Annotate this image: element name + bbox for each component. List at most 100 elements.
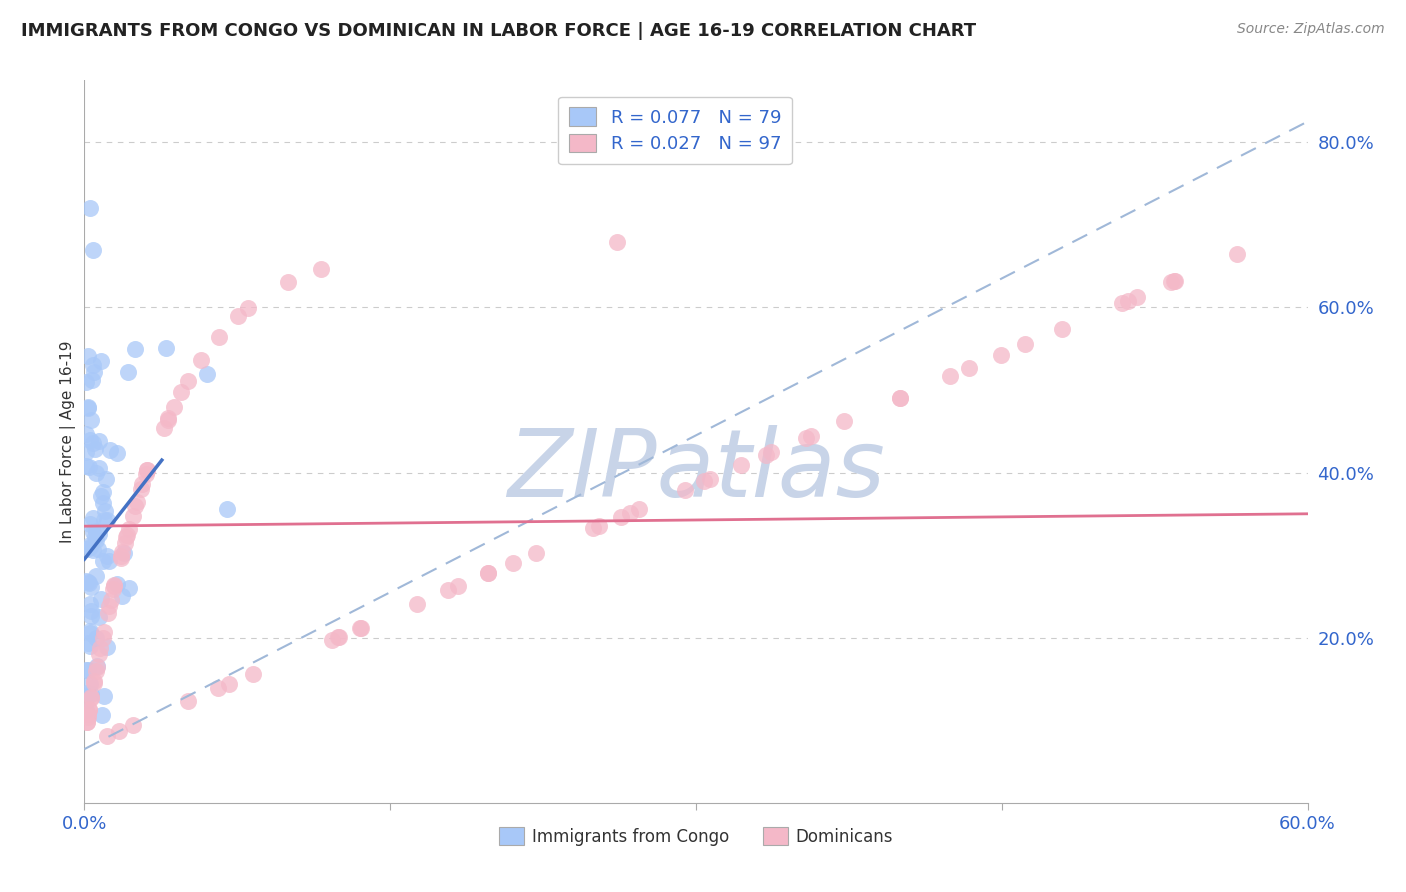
Point <box>350 621 373 635</box>
Point <box>699 472 721 486</box>
Point <box>87 527 110 541</box>
Point <box>121 718 143 732</box>
Point <box>86 541 108 556</box>
Point <box>957 361 980 376</box>
Point <box>800 428 823 442</box>
Point <box>80 690 103 705</box>
Point <box>477 566 499 581</box>
Point <box>84 466 107 480</box>
Point <box>80 605 103 619</box>
Text: Source: ZipAtlas.com: Source: ZipAtlas.com <box>1237 22 1385 37</box>
Point <box>110 549 132 564</box>
Point <box>163 400 186 414</box>
Point <box>77 459 100 474</box>
Point <box>121 508 143 523</box>
Point <box>588 519 610 533</box>
Point <box>89 641 111 656</box>
Point <box>129 483 152 497</box>
Point <box>110 550 132 565</box>
Point <box>75 663 97 677</box>
Point <box>1050 321 1073 335</box>
Point <box>79 609 101 624</box>
Point <box>112 546 135 560</box>
Point <box>990 348 1012 362</box>
Point <box>82 358 104 372</box>
Point <box>1226 247 1249 261</box>
Point <box>277 275 299 289</box>
Point <box>76 715 98 730</box>
Point <box>82 243 104 257</box>
Point <box>82 543 104 558</box>
Point <box>83 675 105 690</box>
Point <box>75 427 97 442</box>
Point <box>195 367 218 381</box>
Point <box>84 664 107 678</box>
Point <box>82 511 104 525</box>
Point <box>84 442 107 456</box>
Point <box>77 576 100 591</box>
Point <box>1163 274 1185 288</box>
Point <box>124 500 146 514</box>
Point <box>93 554 115 568</box>
Point <box>328 630 350 644</box>
Point <box>96 549 118 563</box>
Point <box>96 513 118 527</box>
Point <box>76 686 98 700</box>
Point <box>309 261 332 276</box>
Point <box>90 354 112 368</box>
Point <box>157 411 180 425</box>
Point <box>93 513 115 527</box>
Point <box>97 606 120 620</box>
Point <box>118 522 141 536</box>
Point <box>103 579 125 593</box>
Point <box>87 461 110 475</box>
Point <box>91 496 114 510</box>
Point <box>79 677 101 691</box>
Point <box>889 391 911 405</box>
Point <box>90 708 112 723</box>
Point <box>437 583 460 598</box>
Point <box>834 414 856 428</box>
Point <box>406 597 429 611</box>
Point <box>83 674 105 689</box>
Point <box>77 636 100 650</box>
Point <box>755 448 778 462</box>
Point <box>77 706 100 721</box>
Point <box>79 597 101 611</box>
Point <box>627 502 650 516</box>
Point <box>96 729 118 743</box>
Point <box>82 524 104 539</box>
Point <box>321 632 343 647</box>
Point <box>606 235 628 249</box>
Point <box>93 689 115 703</box>
Point <box>190 353 212 368</box>
Point <box>82 435 104 450</box>
Point <box>87 610 110 624</box>
Point <box>94 504 117 518</box>
Point <box>111 545 134 559</box>
Point <box>83 530 105 544</box>
Point <box>1014 337 1036 351</box>
Point <box>115 528 138 542</box>
Point <box>103 582 125 596</box>
Point <box>155 342 177 356</box>
Point <box>79 517 101 532</box>
Text: IMMIGRANTS FROM CONGO VS DOMINICAN IN LABOR FORCE | AGE 16-19 CORRELATION CHART: IMMIGRANTS FROM CONGO VS DOMINICAN IN LA… <box>21 22 976 40</box>
Point <box>79 639 101 653</box>
Point <box>79 433 101 447</box>
Point <box>207 330 229 344</box>
Point <box>75 445 97 459</box>
Point <box>326 630 349 644</box>
Point <box>693 475 716 489</box>
Point <box>114 536 136 550</box>
Point <box>111 589 134 603</box>
Point <box>80 690 103 705</box>
Point <box>94 472 117 486</box>
Point <box>242 666 264 681</box>
Point <box>75 375 97 389</box>
Point <box>77 401 100 415</box>
Point <box>86 659 108 673</box>
Point <box>1125 290 1147 304</box>
Point <box>80 580 103 594</box>
Point <box>75 574 97 589</box>
